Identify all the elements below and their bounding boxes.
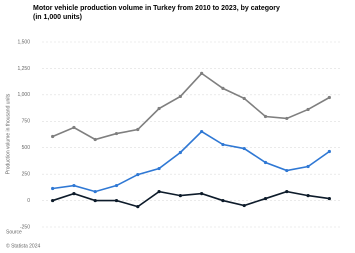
data-point — [93, 137, 97, 142]
data-point — [306, 107, 310, 112]
y-tick-label: 1,000 — [17, 92, 30, 98]
y-tick-label: 1,250 — [17, 66, 30, 72]
data-point — [157, 189, 161, 194]
data-point — [72, 191, 76, 196]
data-point — [114, 198, 119, 203]
data-point — [285, 189, 289, 194]
data-point — [242, 96, 246, 101]
data-point — [327, 95, 331, 100]
data-point — [263, 196, 268, 201]
series-line — [52, 190, 330, 208]
data-point — [114, 183, 119, 188]
y-tick-label: 750 — [22, 119, 31, 125]
data-point — [136, 127, 140, 132]
y-axis-label: Production volume in thousand units — [5, 93, 11, 174]
data-point — [178, 194, 182, 198]
y-tick-label: 250 — [22, 171, 31, 177]
data-point — [72, 183, 76, 188]
data-point — [200, 191, 204, 196]
data-point — [306, 194, 310, 198]
data-point — [114, 131, 119, 136]
data-point — [178, 150, 182, 155]
data-point — [327, 149, 331, 154]
data-point — [200, 129, 204, 134]
source: Source — [6, 229, 22, 235]
y-tick-label: 0 — [27, 198, 30, 204]
data-point — [136, 172, 140, 177]
chart-title: Motor vehicle production volume in Turke… — [33, 5, 282, 21]
data-point — [221, 142, 225, 147]
y-tick-label: 500 — [22, 145, 31, 151]
series-line — [52, 72, 330, 141]
data-point — [221, 86, 225, 91]
data-point — [221, 198, 225, 203]
data-point — [285, 116, 289, 121]
y-tick-label: -250 — [20, 224, 30, 230]
data-point — [93, 189, 97, 194]
data-point — [51, 198, 55, 203]
data-point — [200, 71, 204, 75]
data-point — [178, 94, 182, 99]
copyright: © Statista 2024 — [6, 242, 40, 249]
data-point — [285, 168, 289, 173]
data-point — [157, 106, 161, 111]
data-point — [327, 196, 331, 201]
data-point — [136, 204, 140, 209]
data-point — [242, 146, 246, 151]
data-point — [72, 125, 76, 130]
series-line — [52, 130, 330, 193]
data-point — [242, 203, 246, 208]
data-point — [263, 160, 268, 165]
data-point — [51, 134, 55, 139]
data-point — [263, 114, 268, 119]
data-point — [93, 198, 97, 203]
data-point — [157, 166, 161, 171]
data-point — [306, 164, 310, 169]
data-point — [51, 186, 55, 191]
y-tick-label: 1,500 — [17, 39, 30, 45]
